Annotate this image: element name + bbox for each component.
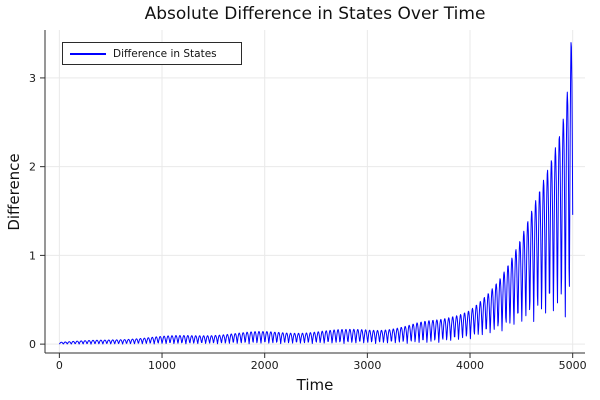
x-tick-label: 3000 bbox=[353, 359, 381, 372]
x-tick-label: 5000 bbox=[559, 359, 587, 372]
legend: Difference in States bbox=[62, 42, 242, 65]
x-tick-label: 1000 bbox=[148, 359, 176, 372]
x-tick-label: 2000 bbox=[251, 359, 279, 372]
legend-label: Difference in States bbox=[113, 47, 217, 60]
y-tick-label: 2 bbox=[29, 161, 36, 174]
y-tick-label: 0 bbox=[29, 338, 36, 351]
y-tick-label: 3 bbox=[29, 72, 36, 85]
chart-title: Absolute Difference in States Over Time bbox=[144, 4, 486, 24]
y-axis-label: Difference bbox=[5, 153, 23, 231]
x-tick-label: 0 bbox=[56, 359, 63, 372]
difference-series-line bbox=[58, 42, 574, 345]
x-axis-label: Time bbox=[296, 376, 334, 394]
legend-line-sample bbox=[70, 52, 106, 55]
x-tick-label: 4000 bbox=[456, 359, 484, 372]
y-tick-label: 1 bbox=[29, 249, 36, 262]
